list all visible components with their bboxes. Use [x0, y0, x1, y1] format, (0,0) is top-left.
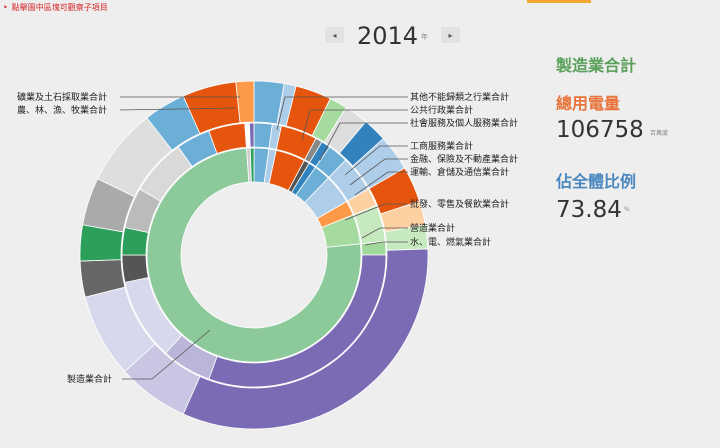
arc-manufacturing[interactable]: [146, 147, 362, 363]
power-label: 總用電量: [556, 94, 621, 113]
label-leader-lines: [119, 96, 408, 380]
leader-line-5: [344, 145, 408, 176]
label-business-services: 工商服務業合計: [410, 140, 473, 152]
sunburst-arc-20[interactable]: [248, 122, 255, 148]
leader-line-9: [361, 227, 408, 239]
arc-agriculture[interactable]: [249, 147, 255, 183]
top-accent-bar: [527, 0, 591, 3]
label-construction: 營造業合計: [410, 222, 455, 234]
label-other-industries: 其他不能歸類之行業合計: [410, 91, 509, 103]
next-year-button[interactable]: ▸: [441, 27, 460, 43]
sunburst-arc-13[interactable]: [121, 254, 149, 283]
label-manufacturing: 製造業合計: [67, 373, 112, 385]
leader-line-10: [364, 241, 408, 246]
leader-line-6: [349, 158, 408, 186]
share-label: 佔全體比例: [556, 172, 637, 191]
label-mining: 礦業及土石採取業合計: [17, 91, 107, 103]
label-transport: 運輸、倉儲及通信業合計: [410, 166, 509, 178]
hint-bullet: •: [3, 3, 8, 12]
prev-year-button[interactable]: ◂: [325, 27, 344, 43]
label-wholesale-retail: 批發、零售及餐飲業合計: [410, 198, 509, 210]
leader-line-3: [301, 109, 408, 141]
sunburst-arcs: [79, 80, 429, 430]
hint-text: • 點擊圖中區塊可觀察子項目: [3, 3, 108, 13]
leader-line-8: [344, 203, 408, 221]
chevron-right-icon: ▸: [448, 30, 453, 40]
label-utilities: 水、電、燃氣業合計: [410, 236, 491, 248]
year-unit: 年: [421, 33, 428, 41]
label-social-services: 社會服務及個人服務業合計: [410, 117, 518, 129]
label-agriculture: 農、林、漁、牧業合計: [17, 104, 107, 116]
year-value: 2014: [357, 22, 419, 50]
label-finance: 金融、保險及不動產業合計: [410, 153, 518, 165]
sunburst-arc-40[interactable]: [235, 80, 255, 124]
hint-label: 點擊圖中區塊可觀察子項目: [11, 3, 108, 12]
power-value: 106758: [556, 117, 644, 143]
label-public-admin: 公共行政業合計: [410, 104, 473, 116]
leader-line-2: [276, 96, 408, 131]
selected-category-name: 製造業合計: [556, 56, 637, 75]
share-value: 73.84: [556, 197, 622, 223]
share-unit: %: [624, 206, 630, 213]
leader-line-1: [119, 107, 237, 111]
leader-line-4: [319, 122, 408, 161]
chevron-left-icon: ◂: [332, 30, 337, 40]
leader-line-7: [354, 171, 408, 196]
power-unit: 百萬度: [650, 130, 669, 137]
leader-line-11: [122, 329, 211, 380]
